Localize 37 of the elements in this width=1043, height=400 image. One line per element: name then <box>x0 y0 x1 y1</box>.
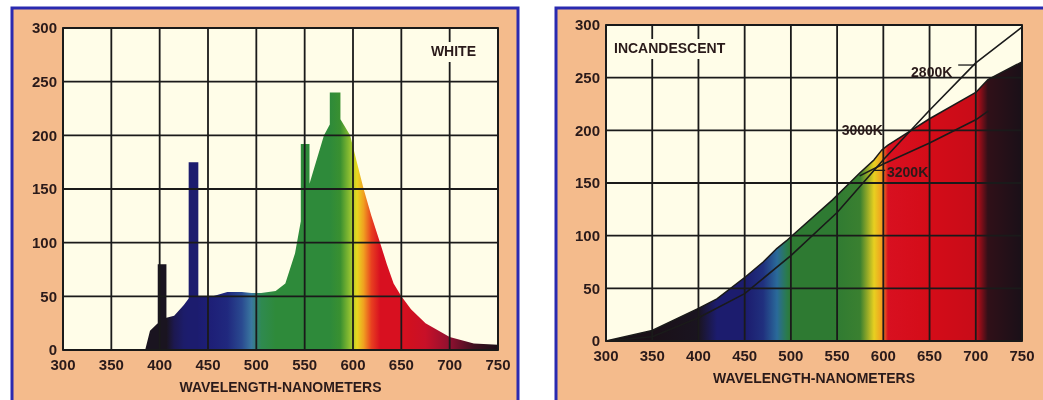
y-tick-label: 250 <box>574 68 600 86</box>
text: WHITE <box>430 43 476 59</box>
x-tick-label: 700 <box>437 356 463 373</box>
x-axis-title: WAVELENGTH-NANOMETERS <box>713 370 915 386</box>
x-tick-label: 450 <box>195 356 221 373</box>
x-tick-label: 500 <box>778 347 804 364</box>
y-tick-label: 300 <box>574 16 600 34</box>
y-tick-label: 300 <box>31 19 57 37</box>
x-tick-label: 550 <box>292 356 318 373</box>
y-tick-label: 0 <box>48 341 57 359</box>
x-tick-label: 750 <box>1009 347 1035 364</box>
x-tick-label: 550 <box>824 347 850 364</box>
y-tick-label: 200 <box>574 121 600 139</box>
x-tick-label: 350 <box>639 347 665 364</box>
x-tick-label: 650 <box>917 347 943 364</box>
x-tick-label: 350 <box>98 356 124 373</box>
x-tick-label: 600 <box>870 347 896 364</box>
y-tick-label: 200 <box>31 126 57 144</box>
y-tick-label: 150 <box>31 180 57 198</box>
x-tick-label: 400 <box>147 356 173 373</box>
legend-label: 3200K <box>887 164 929 181</box>
x-tick-label: 650 <box>388 356 414 373</box>
y-tick-label: 100 <box>31 233 57 251</box>
y-tick-label: 250 <box>31 72 57 90</box>
x-tick-label: 600 <box>340 356 366 373</box>
y-tick-label: 100 <box>574 226 600 244</box>
y-tick-label: 50 <box>583 279 600 297</box>
y-tick-label: 50 <box>40 287 57 305</box>
y-tick-label: 150 <box>574 174 600 192</box>
y-tick-label: 0 <box>591 332 600 350</box>
text: INCANDESCENT <box>614 40 726 56</box>
x-tick-label: 450 <box>732 347 758 364</box>
x-tick-label: 400 <box>685 347 711 364</box>
x-tick-label: 500 <box>243 356 269 373</box>
x-tick-label: 700 <box>963 347 989 364</box>
x-tick-label: 750 <box>485 356 511 373</box>
x-axis-title: WAVELENGTH-NANOMETERS <box>179 379 382 395</box>
